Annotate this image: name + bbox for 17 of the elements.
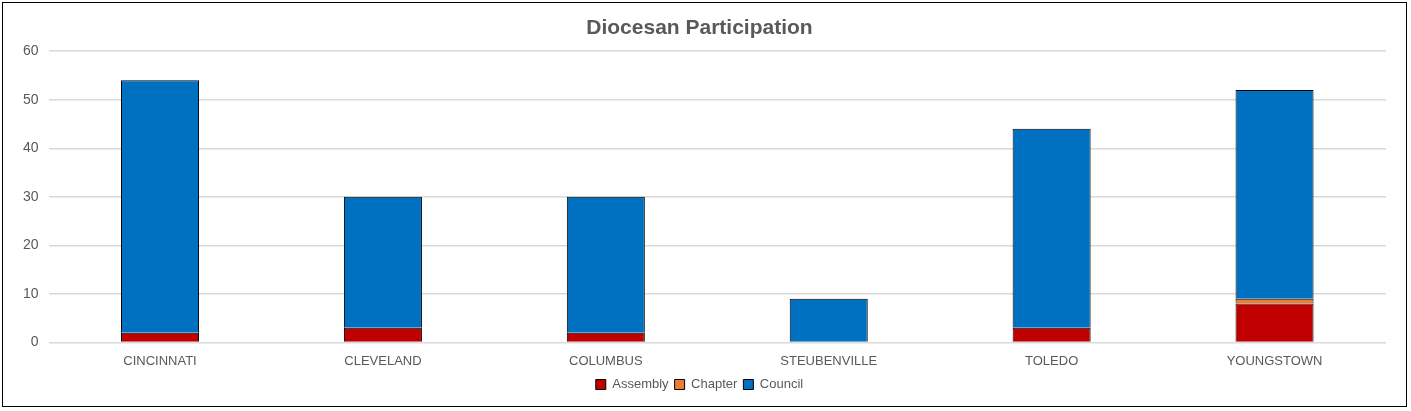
y-tick-label: 20: [22, 236, 39, 253]
x-tick-label: CINCINNATI: [123, 352, 197, 368]
legend-label: Chapter: [691, 376, 739, 392]
x-tick-label: COLUMBUS: [568, 352, 643, 368]
legend-label: Council: [759, 376, 804, 392]
legend-label: Assembly: [612, 376, 670, 392]
x-tick-label: CLEVELAND: [344, 352, 422, 368]
y-tick-label: 40: [22, 139, 39, 156]
y-tick-label: 0: [30, 333, 39, 350]
x-tick-label: STEUBENVILLE: [780, 352, 878, 368]
y-tick-label: 50: [22, 90, 39, 107]
y-tick-label: 30: [22, 187, 39, 204]
y-tick-label: 10: [22, 284, 39, 301]
x-tick-label: YOUNGSTOWN: [1226, 352, 1323, 368]
chart-title: Diocesan Participation: [586, 15, 813, 39]
y-tick-label: 60: [22, 42, 39, 59]
x-tick-label: TOLEDO: [1025, 352, 1079, 368]
